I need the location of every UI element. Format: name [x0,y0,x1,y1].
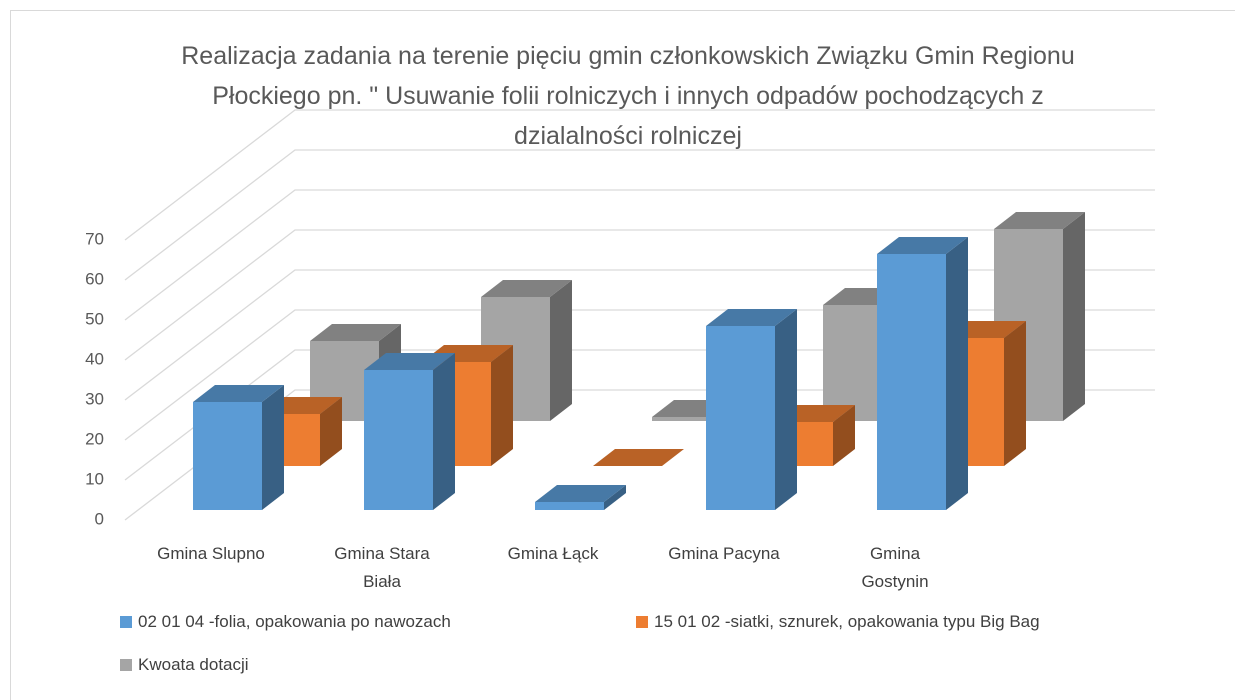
grid-line [124,229,1155,361]
bar [706,326,775,510]
grid-line [124,189,1155,321]
x-tick-label: Gmina Łąck [507,544,599,563]
bar-side [1063,212,1085,421]
y-tick-label: 0 [95,509,104,528]
bar-top [364,353,455,370]
bar-side [775,309,797,510]
grid-line [124,149,1155,281]
bar-top [310,324,401,341]
bar-top [994,212,1085,229]
y-tick-label: 10 [85,469,104,488]
bar-side [262,385,284,510]
bar [364,370,433,510]
bar-side [550,280,572,421]
bar-top [706,309,797,326]
x-tick-label: Gmina Slupno [157,544,265,563]
x-tick-label: Gmina Stara Biała [334,544,430,591]
bar [193,402,262,510]
y-tick-label: 60 [85,269,104,288]
bar [535,502,604,510]
bar-side [320,397,342,466]
y-tick-label: 70 [85,229,104,248]
legend-swatch [636,616,648,628]
x-tick-label: Gmina Gostynin [861,544,929,591]
bar-side [491,345,513,466]
chart-frame [10,10,1235,700]
legend-swatch [120,659,132,671]
bar-top [193,385,284,402]
bar-top [593,449,684,466]
x-tick-label: Gmina Pacyna [668,544,780,563]
grid-line [124,269,1155,401]
y-tick-label: 40 [85,349,104,368]
bar [652,417,721,421]
y-tick-label: 50 [85,309,104,328]
y-tick-label: 30 [85,389,104,408]
legend-label: Kwoata dotacji [138,655,249,674]
bar-side [604,485,626,510]
chart-title: Realizacja zadania na terenie pięciu gmi… [181,42,1075,150]
bar-side [1004,321,1026,466]
bar [877,254,946,510]
bar-side [833,405,855,466]
bar-top [877,237,968,254]
legend-item: 02 01 04 -folia, opakowania po nawozach [120,612,451,632]
legend-item: 15 01 02 -siatki, sznurek, opakowania ty… [636,612,1040,632]
bar-top [481,280,572,297]
grid-line [124,109,1155,241]
bar-side [946,237,968,510]
legend-label: 02 01 04 -folia, opakowania po nawozach [138,612,451,631]
legend-label: 15 01 02 -siatki, sznurek, opakowania ty… [654,612,1040,631]
legend-item: Kwoata dotacji [120,655,249,675]
legend-swatch [120,616,132,628]
bar-top [535,485,626,502]
y-tick-label: 20 [85,429,104,448]
bar-side [433,353,455,510]
